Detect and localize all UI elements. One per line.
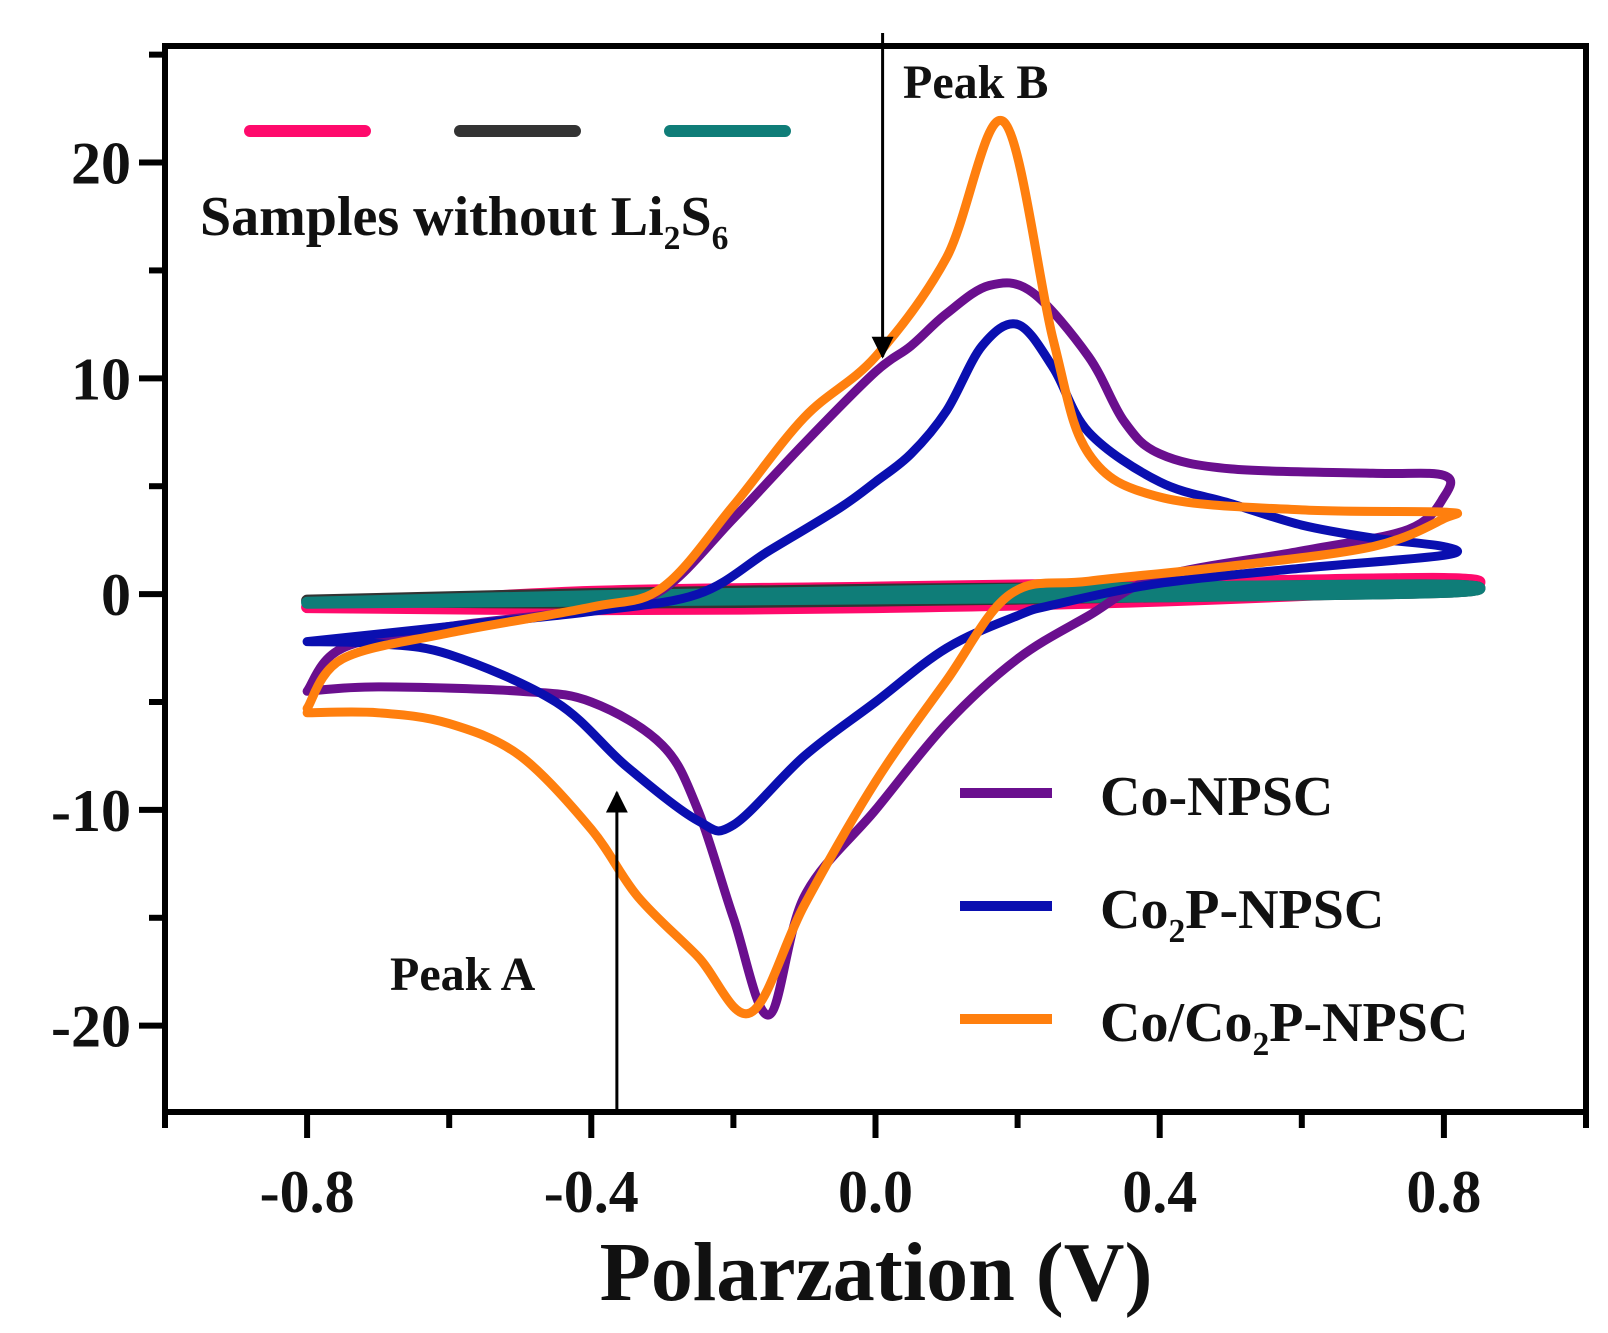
series-line-2 — [301, 579, 1486, 609]
series-line-5 — [302, 115, 1462, 1019]
x-tick-label: 0.4 — [1122, 1159, 1197, 1225]
axes-layer: -0.8 -0.4 0.0 0.4 0.8 20 10 0 -10 -20 — [51, 51, 1589, 1225]
top-legend-label: Samples without Li2S6 — [200, 186, 728, 257]
legend-label-part: Co — [1100, 879, 1168, 941]
y-tick-label: -20 — [51, 994, 131, 1060]
top-legend-label-part: S — [680, 186, 711, 248]
legend-label-part: P-NPSC — [1185, 879, 1384, 941]
y-tick-label: 0 — [101, 562, 131, 628]
top-legend-label-part: 2 — [664, 220, 681, 257]
legend-label-part: P-NPSC — [1269, 992, 1468, 1054]
legend-label: Co/Co2P-NPSC — [1100, 992, 1468, 1063]
legend-label: Co-NPSC — [1100, 766, 1333, 828]
top-legend-label-part: Samples without Li — [200, 186, 664, 248]
legend-label-part: Co/Co — [1100, 992, 1252, 1054]
peak-a-label: Peak A — [390, 948, 536, 1001]
y-tick-label: -10 — [51, 778, 131, 844]
legend-label-part: 2 — [1252, 1026, 1269, 1063]
legend-label: Co2P-NPSC — [1100, 879, 1384, 950]
y-tick-label: 20 — [71, 131, 131, 197]
x-tick-label: -0.8 — [260, 1159, 355, 1225]
x-axis-title: Polarzation (V) — [600, 1226, 1153, 1319]
annotations: Peak A Peak B — [390, 33, 1048, 1112]
x-tick-label: 0.0 — [838, 1159, 913, 1225]
y-tick-label: 10 — [71, 346, 131, 412]
x-tick-label: 0.8 — [1406, 1159, 1481, 1225]
legend-label-part: Co-NPSC — [1100, 766, 1333, 828]
legend-label-part: 2 — [1168, 913, 1185, 950]
legend: Samples without Li2S6Co-NPSCCo2P-NPSCCo/… — [200, 125, 1468, 1063]
series-line-3 — [302, 278, 1456, 1020]
x-tick-label: -0.4 — [544, 1159, 639, 1225]
series-layer — [301, 115, 1486, 1020]
top-legend-label-part: 6 — [712, 220, 729, 257]
peak-b-label: Peak B — [903, 56, 1048, 109]
